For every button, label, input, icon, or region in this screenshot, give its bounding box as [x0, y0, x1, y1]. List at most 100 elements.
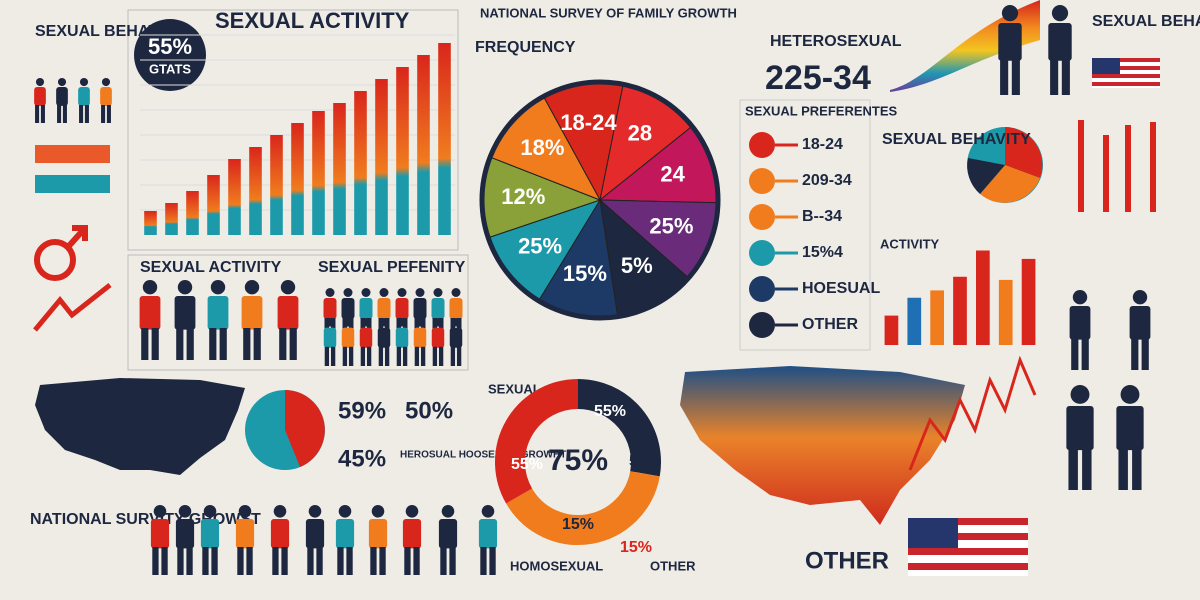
pie-label: 5% — [621, 253, 653, 278]
person-leg — [1000, 59, 1009, 95]
person-leg — [186, 328, 194, 360]
person-head — [451, 318, 461, 327]
person-leg — [330, 346, 336, 366]
person-icon — [1129, 290, 1151, 370]
caption: HEROSUAL HOOSEICAL GROWHT — [400, 450, 566, 461]
legend-dot — [749, 240, 775, 266]
stat: 50% — [405, 397, 453, 424]
person-leg — [404, 547, 411, 575]
bar — [438, 43, 451, 235]
person-head — [35, 78, 45, 87]
person-head — [1072, 290, 1088, 305]
person-head — [325, 318, 335, 327]
person-leg — [378, 346, 384, 366]
bar — [270, 135, 283, 235]
person-head — [415, 288, 425, 297]
person-leg — [1141, 338, 1149, 370]
person-head — [57, 78, 67, 87]
person-leg — [62, 105, 67, 123]
person-head — [325, 288, 335, 297]
person-leg — [324, 346, 330, 366]
pie-label: 18% — [520, 135, 564, 160]
person-leg — [370, 547, 377, 575]
person-body — [449, 327, 463, 348]
person-head — [177, 280, 193, 295]
bar — [375, 79, 388, 235]
person-body — [139, 296, 161, 330]
person-leg — [281, 547, 288, 575]
person-leg — [209, 328, 217, 360]
tag — [35, 175, 110, 193]
label: HETEROSEXUAL — [770, 33, 902, 50]
person-icon — [139, 280, 161, 360]
badge-value: 55% — [148, 34, 192, 59]
person-leg — [337, 547, 344, 575]
person-head — [433, 318, 443, 327]
person-icon — [200, 505, 220, 575]
donut-label: 55% — [594, 403, 626, 420]
bar — [228, 159, 241, 235]
person-head — [343, 318, 353, 327]
panel-frame — [127, 9, 459, 251]
person-leg — [307, 547, 314, 575]
bar — [165, 203, 178, 235]
person-icon — [335, 505, 355, 575]
person-body — [1066, 406, 1094, 451]
person-icon — [1116, 385, 1144, 490]
person-body — [478, 519, 498, 549]
person-icon — [235, 505, 255, 575]
person-body — [1048, 23, 1072, 61]
person-head — [244, 280, 260, 295]
person-leg — [432, 346, 438, 366]
person-icon — [150, 505, 170, 575]
badge — [134, 19, 206, 91]
pie-rim — [479, 79, 721, 321]
person-body — [175, 519, 195, 549]
person-head — [397, 288, 407, 297]
person-leg — [366, 346, 372, 366]
person-body — [200, 519, 220, 549]
person-body — [368, 519, 388, 549]
person-body — [150, 519, 170, 549]
person-body — [335, 519, 355, 549]
person-head — [379, 318, 389, 327]
legend-label: 15%4 — [802, 244, 843, 261]
person-head — [397, 318, 407, 327]
person-head — [343, 288, 353, 297]
person-leg — [1081, 338, 1089, 370]
person-leg — [176, 328, 184, 360]
bar — [907, 297, 922, 345]
person-icon — [100, 78, 112, 123]
panel-frame — [127, 254, 469, 371]
person-body — [359, 298, 373, 319]
section-title: SEXUAL BEHAVITY — [882, 131, 1031, 148]
person-head — [238, 505, 252, 518]
pie-label: 12% — [501, 184, 545, 209]
person-icon — [413, 318, 427, 366]
person-icon — [368, 505, 388, 575]
person-body — [395, 298, 409, 319]
person-body — [413, 327, 427, 348]
chart-title: SEXUAL ACTIVITY — [215, 8, 410, 33]
person-body — [431, 327, 445, 348]
person-icon — [402, 505, 422, 575]
person-body — [359, 327, 373, 348]
bar — [976, 250, 990, 345]
person-leg — [253, 328, 261, 360]
person-head — [361, 288, 371, 297]
person-icon — [241, 280, 263, 360]
person-body — [305, 519, 325, 549]
person-leg — [384, 346, 390, 366]
panel-frame — [739, 99, 871, 351]
pie-label: 25% — [649, 214, 693, 239]
person-leg — [35, 105, 40, 123]
person-leg — [414, 346, 420, 366]
person-head — [338, 505, 352, 518]
person-body — [377, 327, 391, 348]
person-leg — [202, 547, 209, 575]
person-leg — [1118, 448, 1128, 490]
us-map — [680, 366, 965, 525]
label: SEXUAL — [488, 381, 541, 396]
person-leg — [1082, 448, 1092, 490]
person-body — [341, 298, 355, 319]
